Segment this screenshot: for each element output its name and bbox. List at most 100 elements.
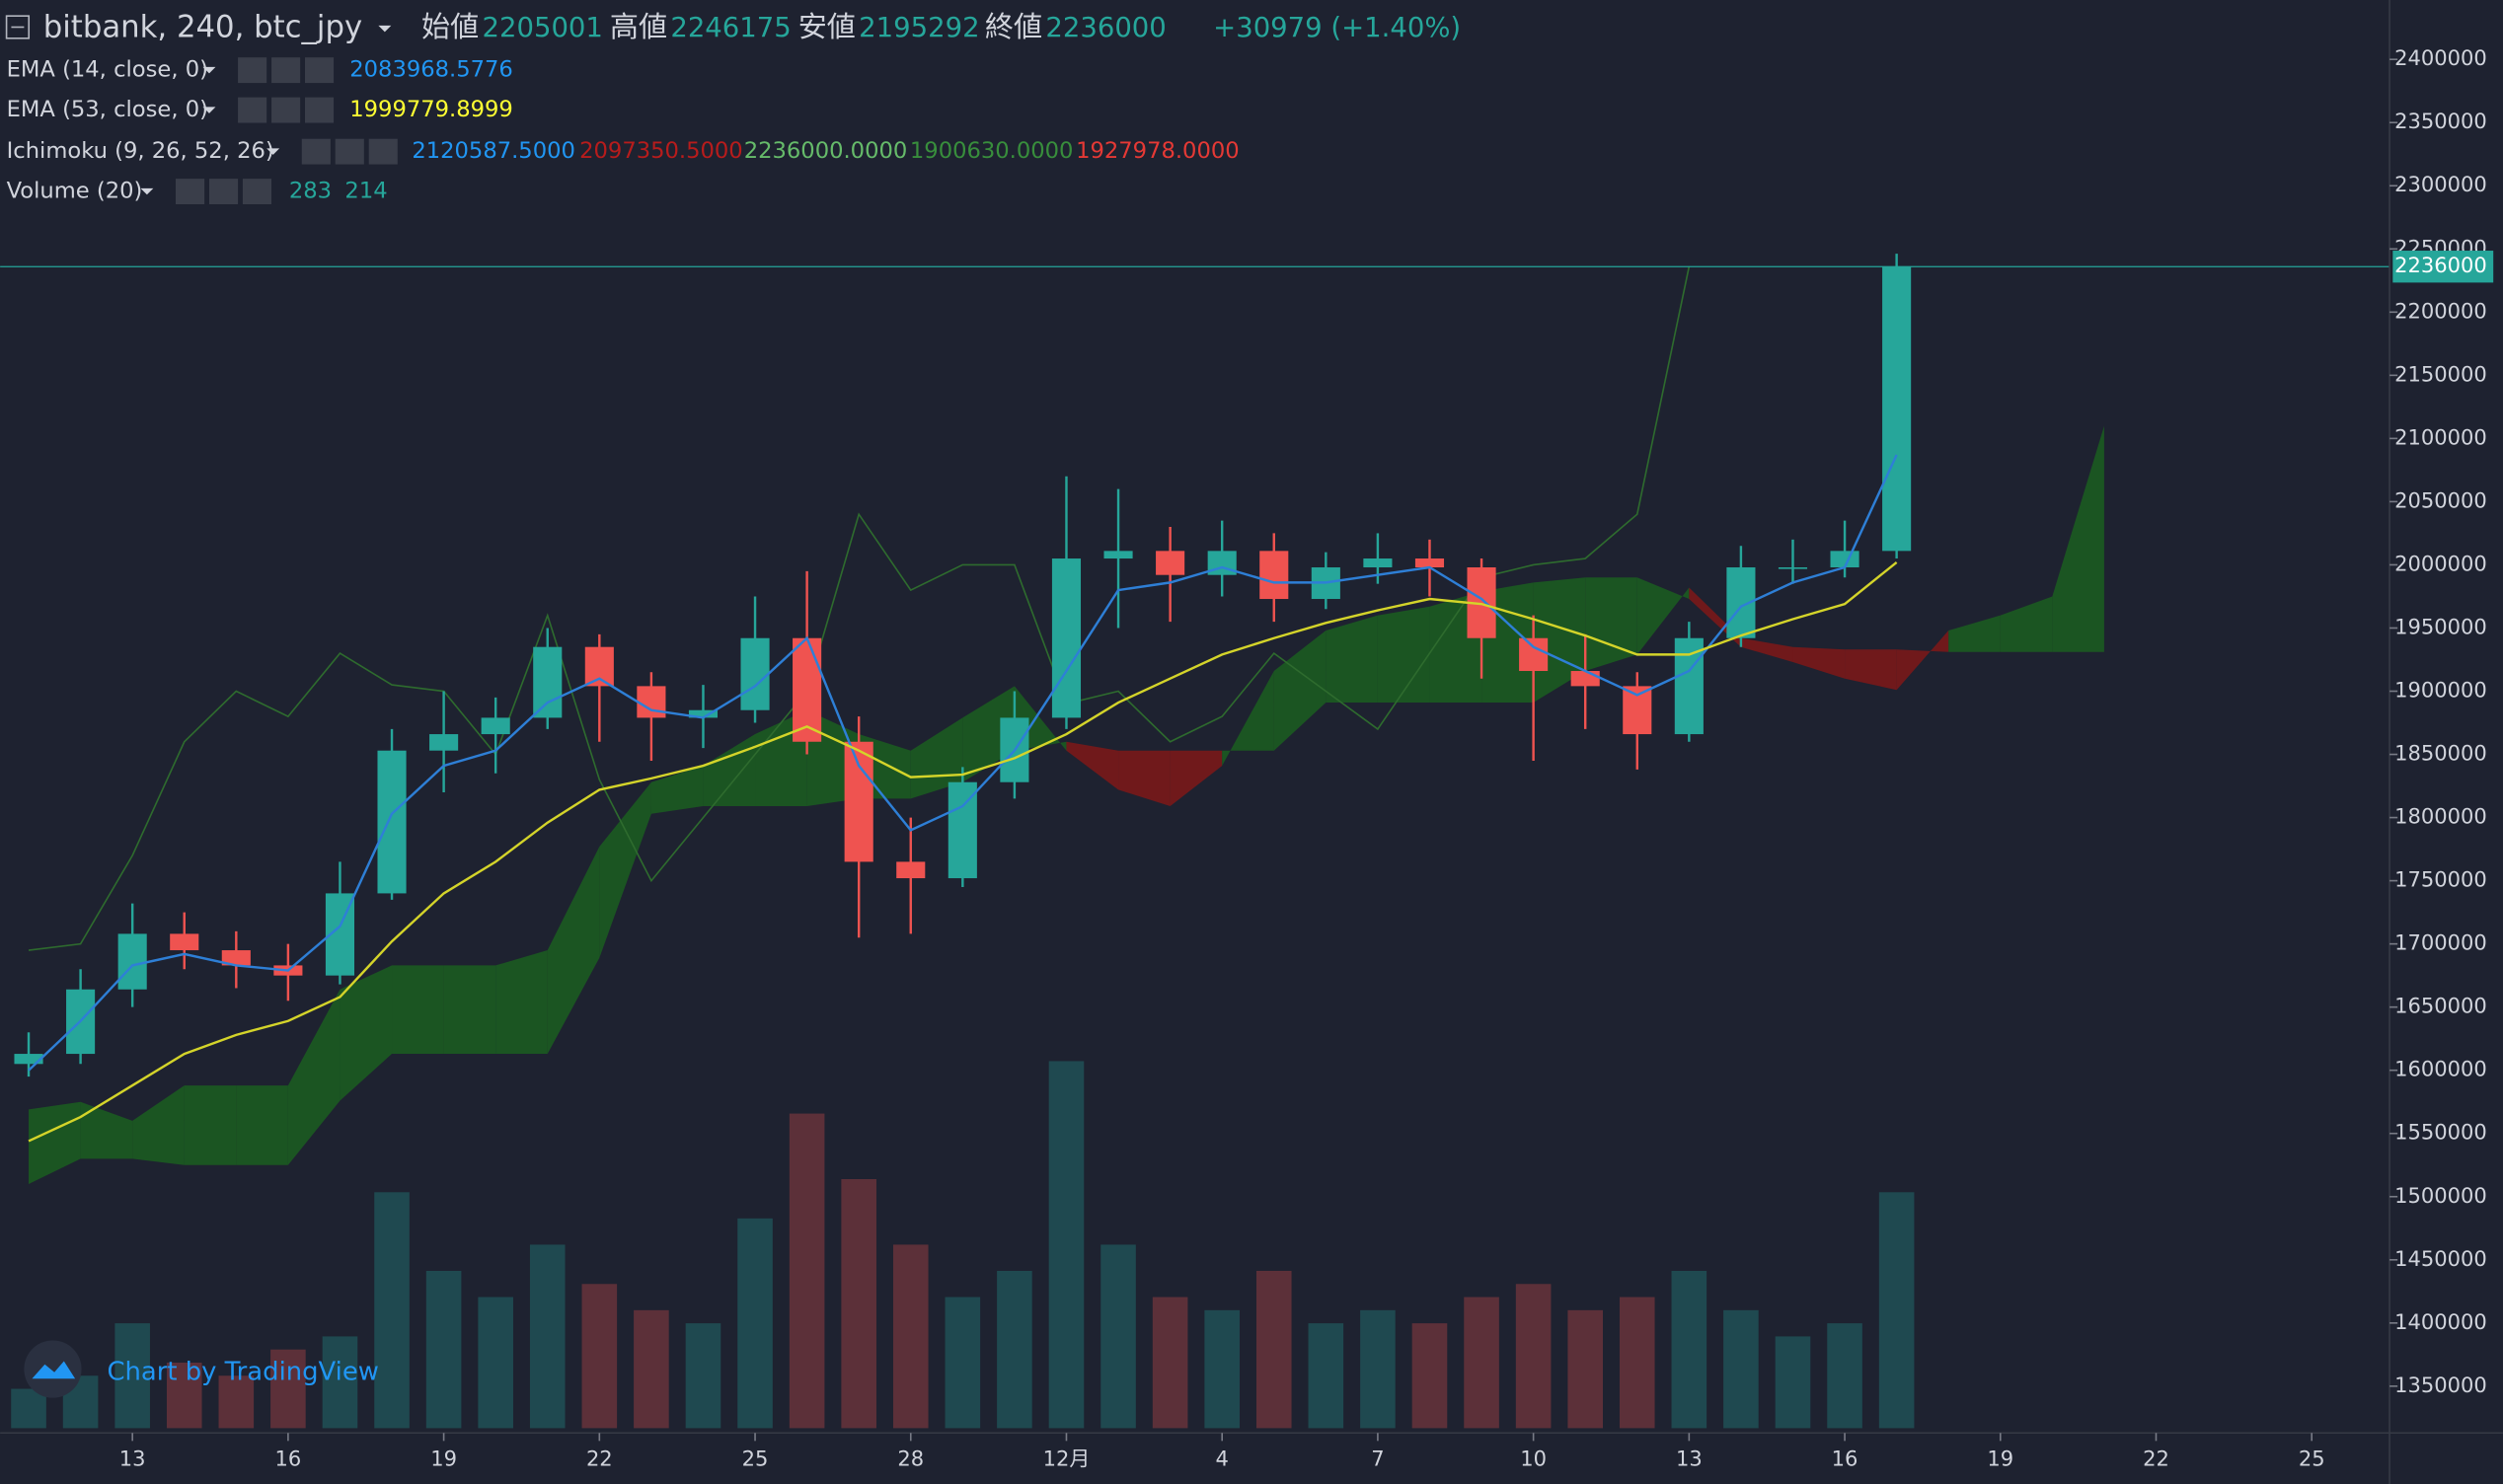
y-tick-label: 1350000 (2394, 1373, 2487, 1397)
volume-bar (1775, 1336, 1811, 1429)
volume-bar (1048, 1061, 1085, 1429)
candle-body (1830, 551, 1859, 568)
volume-bar (892, 1244, 929, 1429)
volume-bar (166, 1362, 202, 1429)
dropdown-arrow[interactable] (378, 25, 392, 33)
x-tick-label: 4 (1216, 1447, 1229, 1471)
dropdown-arrow[interactable] (140, 187, 154, 195)
indicator-value: 1999779.8999 (349, 97, 513, 122)
x-tick-label: 13 (119, 1447, 146, 1471)
x-tick-label: 22 (2143, 1447, 2169, 1471)
x-tick-label: 13 (1676, 1447, 1703, 1471)
cloud-segment (1377, 606, 1430, 704)
cloud-segment (236, 1085, 288, 1165)
dropdown-arrow[interactable] (202, 66, 216, 74)
x-tick-label: 19 (430, 1447, 457, 1471)
remove-button[interactable] (304, 57, 335, 84)
cloud-segment (1792, 646, 1846, 679)
dropdown-arrow[interactable] (202, 107, 216, 113)
indicator-name[interactable]: EMA (53, close, 0) (7, 97, 208, 122)
cloud-segment (1896, 631, 1949, 691)
indicator-value: 1900630.0000 (910, 138, 1074, 164)
cloud-segment (650, 766, 704, 814)
cloud-segment (1636, 577, 1690, 655)
watermark-logo-mark (32, 1361, 76, 1379)
visibility-button[interactable] (238, 57, 267, 84)
cloud-segment (1326, 615, 1378, 704)
watermark-logo (24, 1340, 82, 1398)
settings-button[interactable] (271, 57, 301, 84)
candle-body (1363, 558, 1393, 568)
candle-body (117, 933, 147, 990)
cloud-segment (2052, 425, 2104, 652)
cloud-segment (80, 1101, 133, 1159)
y-tick-label: 1500000 (2394, 1183, 2487, 1208)
ohlc-label: 始値 (421, 10, 479, 43)
x-tick-label: 22 (586, 1447, 613, 1471)
candle-body (1778, 567, 1808, 569)
indicator-name[interactable]: Ichimoku (9, 26, 52, 26) (7, 138, 274, 164)
volume-bar (997, 1270, 1032, 1429)
y-tick-label: 1600000 (2394, 1057, 2487, 1081)
visibility-button[interactable] (301, 138, 331, 165)
volume-bar (114, 1323, 150, 1429)
indicator-value: 2120587.5000 (412, 138, 575, 164)
candle-body (740, 637, 770, 710)
volume-bar (1464, 1297, 1499, 1429)
cloud-segment (1118, 750, 1171, 807)
legend: bitbank, 240, btc_jpy 始値 2205001 高値 2246175… (5, 10, 1461, 205)
cloud-segment (1273, 631, 1327, 751)
candle-body (896, 861, 926, 879)
cloud-segment (184, 1085, 237, 1165)
price-label-box (2392, 251, 2494, 283)
volume-bar (11, 1388, 46, 1429)
y-tick-label: 1650000 (2394, 994, 2487, 1018)
x-tick-label: 7 (1371, 1447, 1384, 1471)
cloud-segment (495, 950, 548, 1055)
cloud-segment (1066, 741, 1119, 790)
remove-button[interactable] (304, 97, 335, 123)
y-tick-label: 1700000 (2394, 930, 2487, 955)
indicator-value: 2097350.5000 (579, 138, 743, 164)
indicator-name[interactable]: Volume (20) (7, 179, 143, 204)
visibility-button[interactable] (176, 179, 205, 205)
volume-bar (529, 1244, 566, 1429)
volume-bar (789, 1113, 825, 1429)
x-tick-label: 16 (1832, 1447, 1858, 1471)
volume-bar (218, 1375, 255, 1429)
volume-bar (737, 1218, 773, 1429)
candle-body (1051, 558, 1082, 718)
y-tick-label: 2400000 (2394, 45, 2487, 70)
settings-button[interactable] (335, 138, 364, 165)
remove-button[interactable] (368, 138, 398, 165)
y-tick-label: 2350000 (2394, 109, 2487, 133)
remove-button[interactable] (242, 179, 272, 205)
indicator-name[interactable]: EMA (14, close, 0) (7, 57, 208, 83)
cloud-segment (132, 1085, 185, 1165)
x-tick-label: 28 (897, 1447, 924, 1471)
y-tick-label: 1750000 (2394, 867, 2487, 892)
candle-body (1623, 686, 1652, 735)
volume-bar (1619, 1297, 1655, 1429)
cloud-segment (547, 847, 600, 1055)
candle-body (377, 750, 407, 894)
y-tick-label: 2150000 (2394, 361, 2487, 386)
volume-bar (1515, 1284, 1552, 1429)
ohlc-label: 高値 (610, 10, 667, 43)
indicator-value: 2236000.0000 (744, 138, 908, 164)
y-tick-label: 1450000 (2394, 1246, 2487, 1271)
collapse-icon[interactable] (5, 15, 31, 39)
dropdown-arrow[interactable] (266, 148, 280, 155)
indicator-value: 283 (289, 179, 332, 204)
visibility-button[interactable] (238, 97, 267, 123)
ohlc-change: +30979 (+1.40%) (1213, 12, 1461, 43)
candle-body (1674, 637, 1704, 735)
y-tick-label: 1400000 (2394, 1309, 2487, 1334)
chart-title[interactable]: bitbank, 240, btc_jpy (43, 10, 362, 45)
volume-bar (1878, 1192, 1915, 1429)
settings-button[interactable] (271, 97, 301, 123)
volume-bar (581, 1284, 618, 1429)
candle-body (584, 646, 614, 687)
settings-button[interactable] (208, 179, 239, 205)
